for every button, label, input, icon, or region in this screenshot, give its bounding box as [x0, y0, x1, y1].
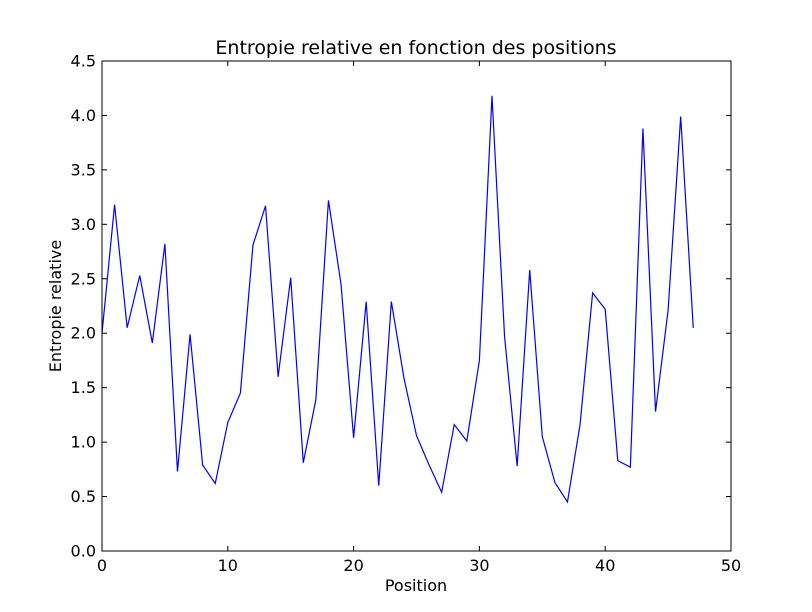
y-tick-label-2: 1.0	[71, 433, 96, 452]
y-tick-label-7: 3.5	[71, 160, 96, 179]
y-tick-label-4: 2.0	[71, 324, 96, 343]
x-tick-label-1: 10	[218, 556, 238, 575]
y-tick-label-8: 4.0	[71, 106, 96, 125]
x-tick-label-2: 20	[343, 556, 363, 575]
y-axis-title: Entropie relative	[46, 240, 65, 372]
x-tick-label-5: 50	[721, 556, 741, 575]
y-tick-label-6: 3.0	[71, 215, 96, 234]
plot-frame	[101, 60, 732, 552]
y-tick-label-9: 4.5	[71, 52, 96, 71]
x-tick-label-3: 30	[469, 556, 489, 575]
plot-area: 0 10 20 30 40 50 0.0 0.5 1.0 1.5 2.0 2.5 3.0 3.5 4.0 4.…	[71, 52, 742, 576]
y-tick-label-3: 1.5	[71, 378, 96, 397]
y-tick-label-0: 0.0	[71, 542, 96, 561]
series-line-0	[101, 95, 694, 504]
x-tick-label-0: 0	[97, 556, 107, 575]
x-axis-title: Position	[385, 576, 447, 595]
y-tick-label-5: 2.5	[71, 269, 96, 288]
chart-title: Entropie relative en fonction des positi…	[215, 37, 616, 59]
y-tick-label-1: 0.5	[71, 487, 96, 506]
x-tick-label-4: 40	[595, 556, 615, 575]
